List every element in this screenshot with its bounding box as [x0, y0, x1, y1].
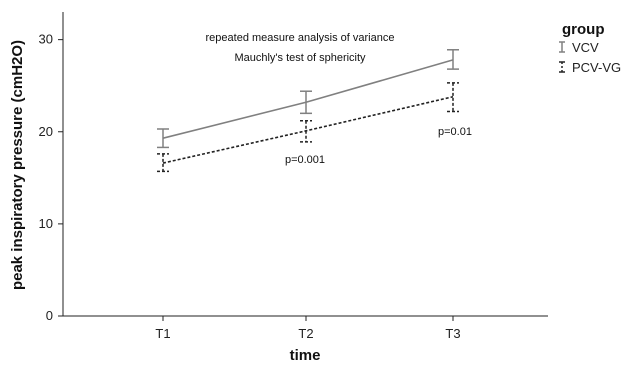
legend-symbol — [559, 41, 565, 53]
series-pcv-vg — [157, 82, 459, 173]
legend: VCV PCV-VG — [559, 40, 621, 75]
legend-label: PCV-VG — [572, 60, 621, 75]
y-ticks: 0 10 20 30 — [39, 32, 63, 323]
error-bar — [447, 82, 459, 113]
error-bar — [157, 153, 169, 173]
x-ticks: T1 T2 T3 — [155, 316, 461, 341]
legend-symbol — [559, 61, 565, 73]
annotation-anova: repeated measure analysis of variance — [206, 32, 395, 44]
annotation-mauchly: Mauchly's test of sphericity — [234, 52, 366, 64]
error-bar — [157, 128, 169, 149]
legend-item-vcv: VCV — [559, 40, 599, 55]
error-bar — [300, 119, 312, 143]
series-line — [162, 59, 454, 139]
legend-label: VCV — [572, 40, 599, 55]
y-tick-label: 20 — [39, 124, 53, 139]
annotation-p-t2: p=0.001 — [285, 154, 325, 166]
error-bar — [447, 49, 459, 70]
y-axis-title: peak inspiratory pressure (cmH2O) — [9, 40, 26, 290]
x-tick-label: T3 — [445, 326, 460, 341]
y-tick-label: 0 — [46, 308, 53, 323]
series-layer — [157, 49, 459, 173]
y-tick-label: 30 — [39, 32, 53, 47]
legend-item-pcv-vg: PCV-VG — [559, 60, 621, 75]
x-axis-title: time — [290, 347, 321, 364]
legend-title: group — [562, 21, 605, 38]
annotation-p-t3: p=0.01 — [438, 126, 472, 138]
y-tick-label: 10 — [39, 216, 53, 231]
error-bar — [300, 90, 312, 115]
x-tick-label: T2 — [298, 326, 313, 341]
x-tick-label: T1 — [155, 326, 170, 341]
series-vcv — [157, 49, 459, 149]
